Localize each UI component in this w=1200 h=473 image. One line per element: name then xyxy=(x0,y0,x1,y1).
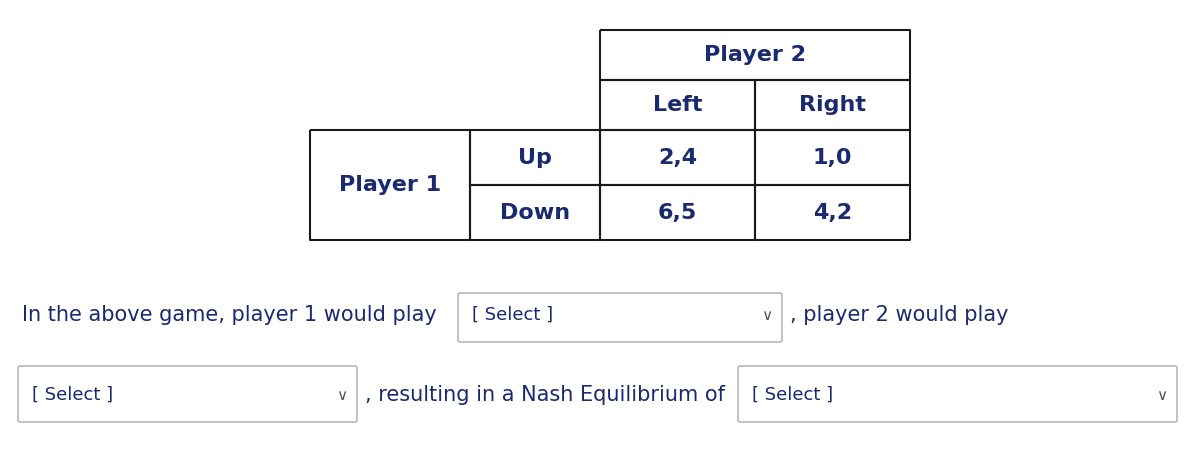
Text: [ Select ]: [ Select ] xyxy=(32,386,113,404)
Text: [ Select ]: [ Select ] xyxy=(752,386,833,404)
FancyBboxPatch shape xyxy=(458,293,782,342)
Text: In the above game, player 1 would play: In the above game, player 1 would play xyxy=(22,305,437,325)
Text: ∨: ∨ xyxy=(1156,387,1166,403)
FancyBboxPatch shape xyxy=(738,366,1177,422)
Text: Player 1: Player 1 xyxy=(338,175,442,195)
Text: [ Select ]: [ Select ] xyxy=(472,306,553,324)
Text: ∨: ∨ xyxy=(761,307,772,323)
Text: , resulting in a Nash Equilibrium of: , resulting in a Nash Equilibrium of xyxy=(365,385,725,405)
Text: Right: Right xyxy=(799,95,866,115)
Text: 1,0: 1,0 xyxy=(812,148,852,167)
Text: Down: Down xyxy=(500,202,570,222)
Text: ∨: ∨ xyxy=(336,387,347,403)
Text: 4,2: 4,2 xyxy=(812,202,852,222)
Text: 2,4: 2,4 xyxy=(658,148,697,167)
Text: , player 2 would play: , player 2 would play xyxy=(790,305,1008,325)
Text: Player 2: Player 2 xyxy=(704,45,806,65)
Text: 6,5: 6,5 xyxy=(658,202,697,222)
FancyBboxPatch shape xyxy=(18,366,358,422)
Text: Up: Up xyxy=(518,148,552,167)
Text: Left: Left xyxy=(653,95,702,115)
